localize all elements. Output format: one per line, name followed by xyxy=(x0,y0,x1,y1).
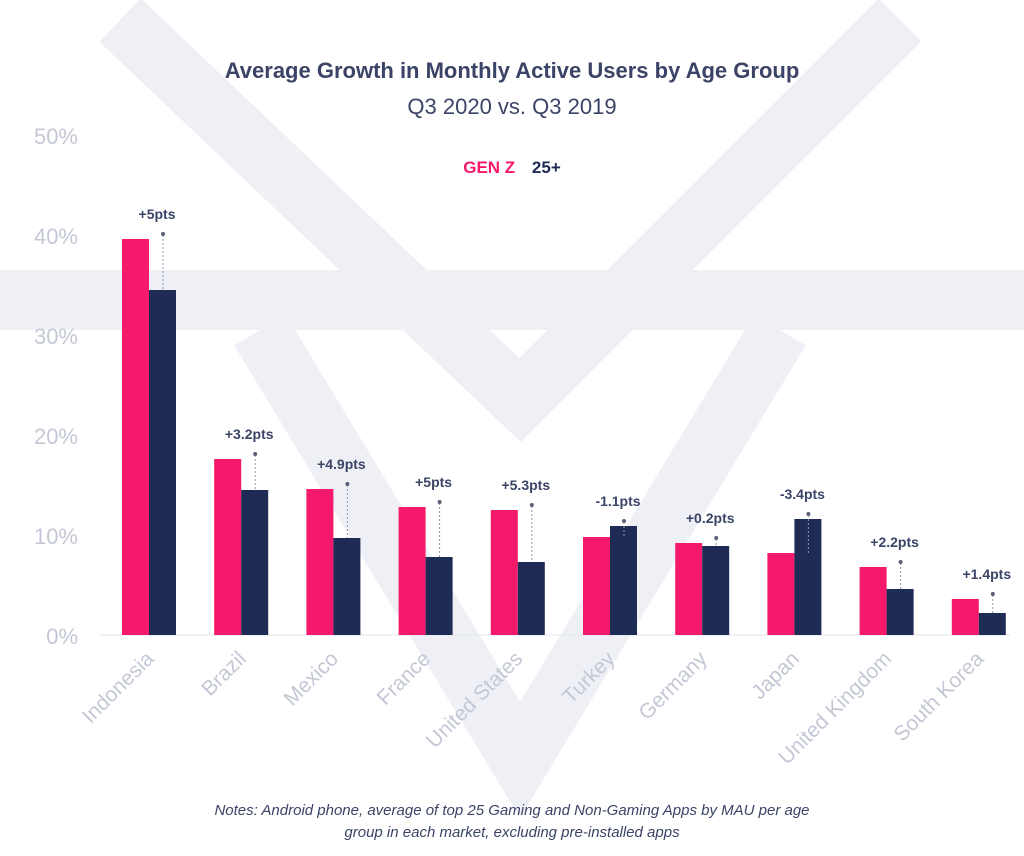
plot-area: 0% 10% 20% 30% 40% 50% +5pts Indonesia +3.2pts Br… xyxy=(34,124,1011,769)
bar-gen-z xyxy=(490,510,518,635)
x-tick-label: Japan xyxy=(747,647,804,704)
x-tick-label: Mexico xyxy=(280,647,343,710)
bar-25-plus xyxy=(610,526,637,635)
difference-label: +5pts xyxy=(139,206,176,222)
x-tick-label: United States xyxy=(422,647,527,752)
difference-label: +5.3pts xyxy=(501,477,550,493)
y-tick-label: 0% xyxy=(46,624,78,649)
chart-title: Average Growth in Monthly Active Users b… xyxy=(224,58,800,83)
bar-gen-z xyxy=(951,599,979,635)
x-tick-label: Indonesia xyxy=(78,647,159,728)
difference-dot xyxy=(345,482,350,486)
difference-label: +1.4pts xyxy=(962,566,1011,582)
bar-gen-z xyxy=(214,459,242,635)
notes-line-1: Notes: Android phone, average of top 25 … xyxy=(214,802,810,819)
bar-gen-z xyxy=(675,543,703,635)
bar-gen-z xyxy=(122,239,149,635)
difference-label: -1.1pts xyxy=(595,493,640,509)
difference-label: +2.2pts xyxy=(870,534,919,550)
bar-25-plus xyxy=(978,613,1006,635)
bar-gen-z xyxy=(859,567,887,635)
legend-entry-25-plus: 25+ xyxy=(531,158,561,177)
difference-dot xyxy=(990,592,995,596)
y-tick-label: 40% xyxy=(34,224,78,249)
difference-dot xyxy=(622,519,626,523)
x-tick-label: Brazil xyxy=(197,647,250,700)
bar-gen-z xyxy=(583,537,610,635)
x-tick-label: South Korea xyxy=(890,647,989,746)
bar-25-plus xyxy=(333,538,361,635)
difference-label: +5pts xyxy=(415,474,452,490)
bar-25-plus xyxy=(702,546,730,635)
difference-label: +4.9pts xyxy=(317,456,366,472)
bar-25-plus xyxy=(517,562,545,635)
difference-label: -3.4pts xyxy=(780,486,825,502)
legend-entry-gen-z: GEN Z xyxy=(463,158,516,177)
bar-25-plus xyxy=(149,290,176,635)
difference-dot xyxy=(806,512,811,516)
notes-line-2: group in each market, excluding pre-inst… xyxy=(344,824,680,841)
difference-dot xyxy=(714,536,719,540)
bar-25-plus xyxy=(241,490,269,635)
difference-dot xyxy=(161,232,165,236)
bar-25-plus xyxy=(794,519,822,635)
difference-dot xyxy=(529,503,534,507)
notes: Notes: Android phone, average of top 25 … xyxy=(0,800,1024,844)
y-tick-label: 50% xyxy=(34,124,78,149)
bar-25-plus xyxy=(886,589,914,635)
y-tick-label: 10% xyxy=(34,524,78,549)
x-tick-label: Germany xyxy=(634,647,712,725)
bar-gen-z xyxy=(398,507,426,635)
difference-label: +0.2pts xyxy=(686,510,735,526)
bar-gen-z xyxy=(306,489,334,635)
legend: GEN Z 25+ xyxy=(0,158,1024,178)
difference-dot xyxy=(898,560,903,564)
difference-dot xyxy=(253,452,258,456)
difference-label: +3.2pts xyxy=(225,426,274,442)
x-tick-label: France xyxy=(373,647,435,709)
x-tick-label: Turkey xyxy=(558,647,619,708)
chart-subtitle: Q3 2020 vs. Q3 2019 xyxy=(407,94,617,119)
y-tick-label: 20% xyxy=(34,424,78,449)
y-tick-label: 30% xyxy=(34,324,78,349)
difference-dot xyxy=(437,500,442,504)
bar-gen-z xyxy=(767,553,795,635)
bar-25-plus xyxy=(425,557,453,635)
